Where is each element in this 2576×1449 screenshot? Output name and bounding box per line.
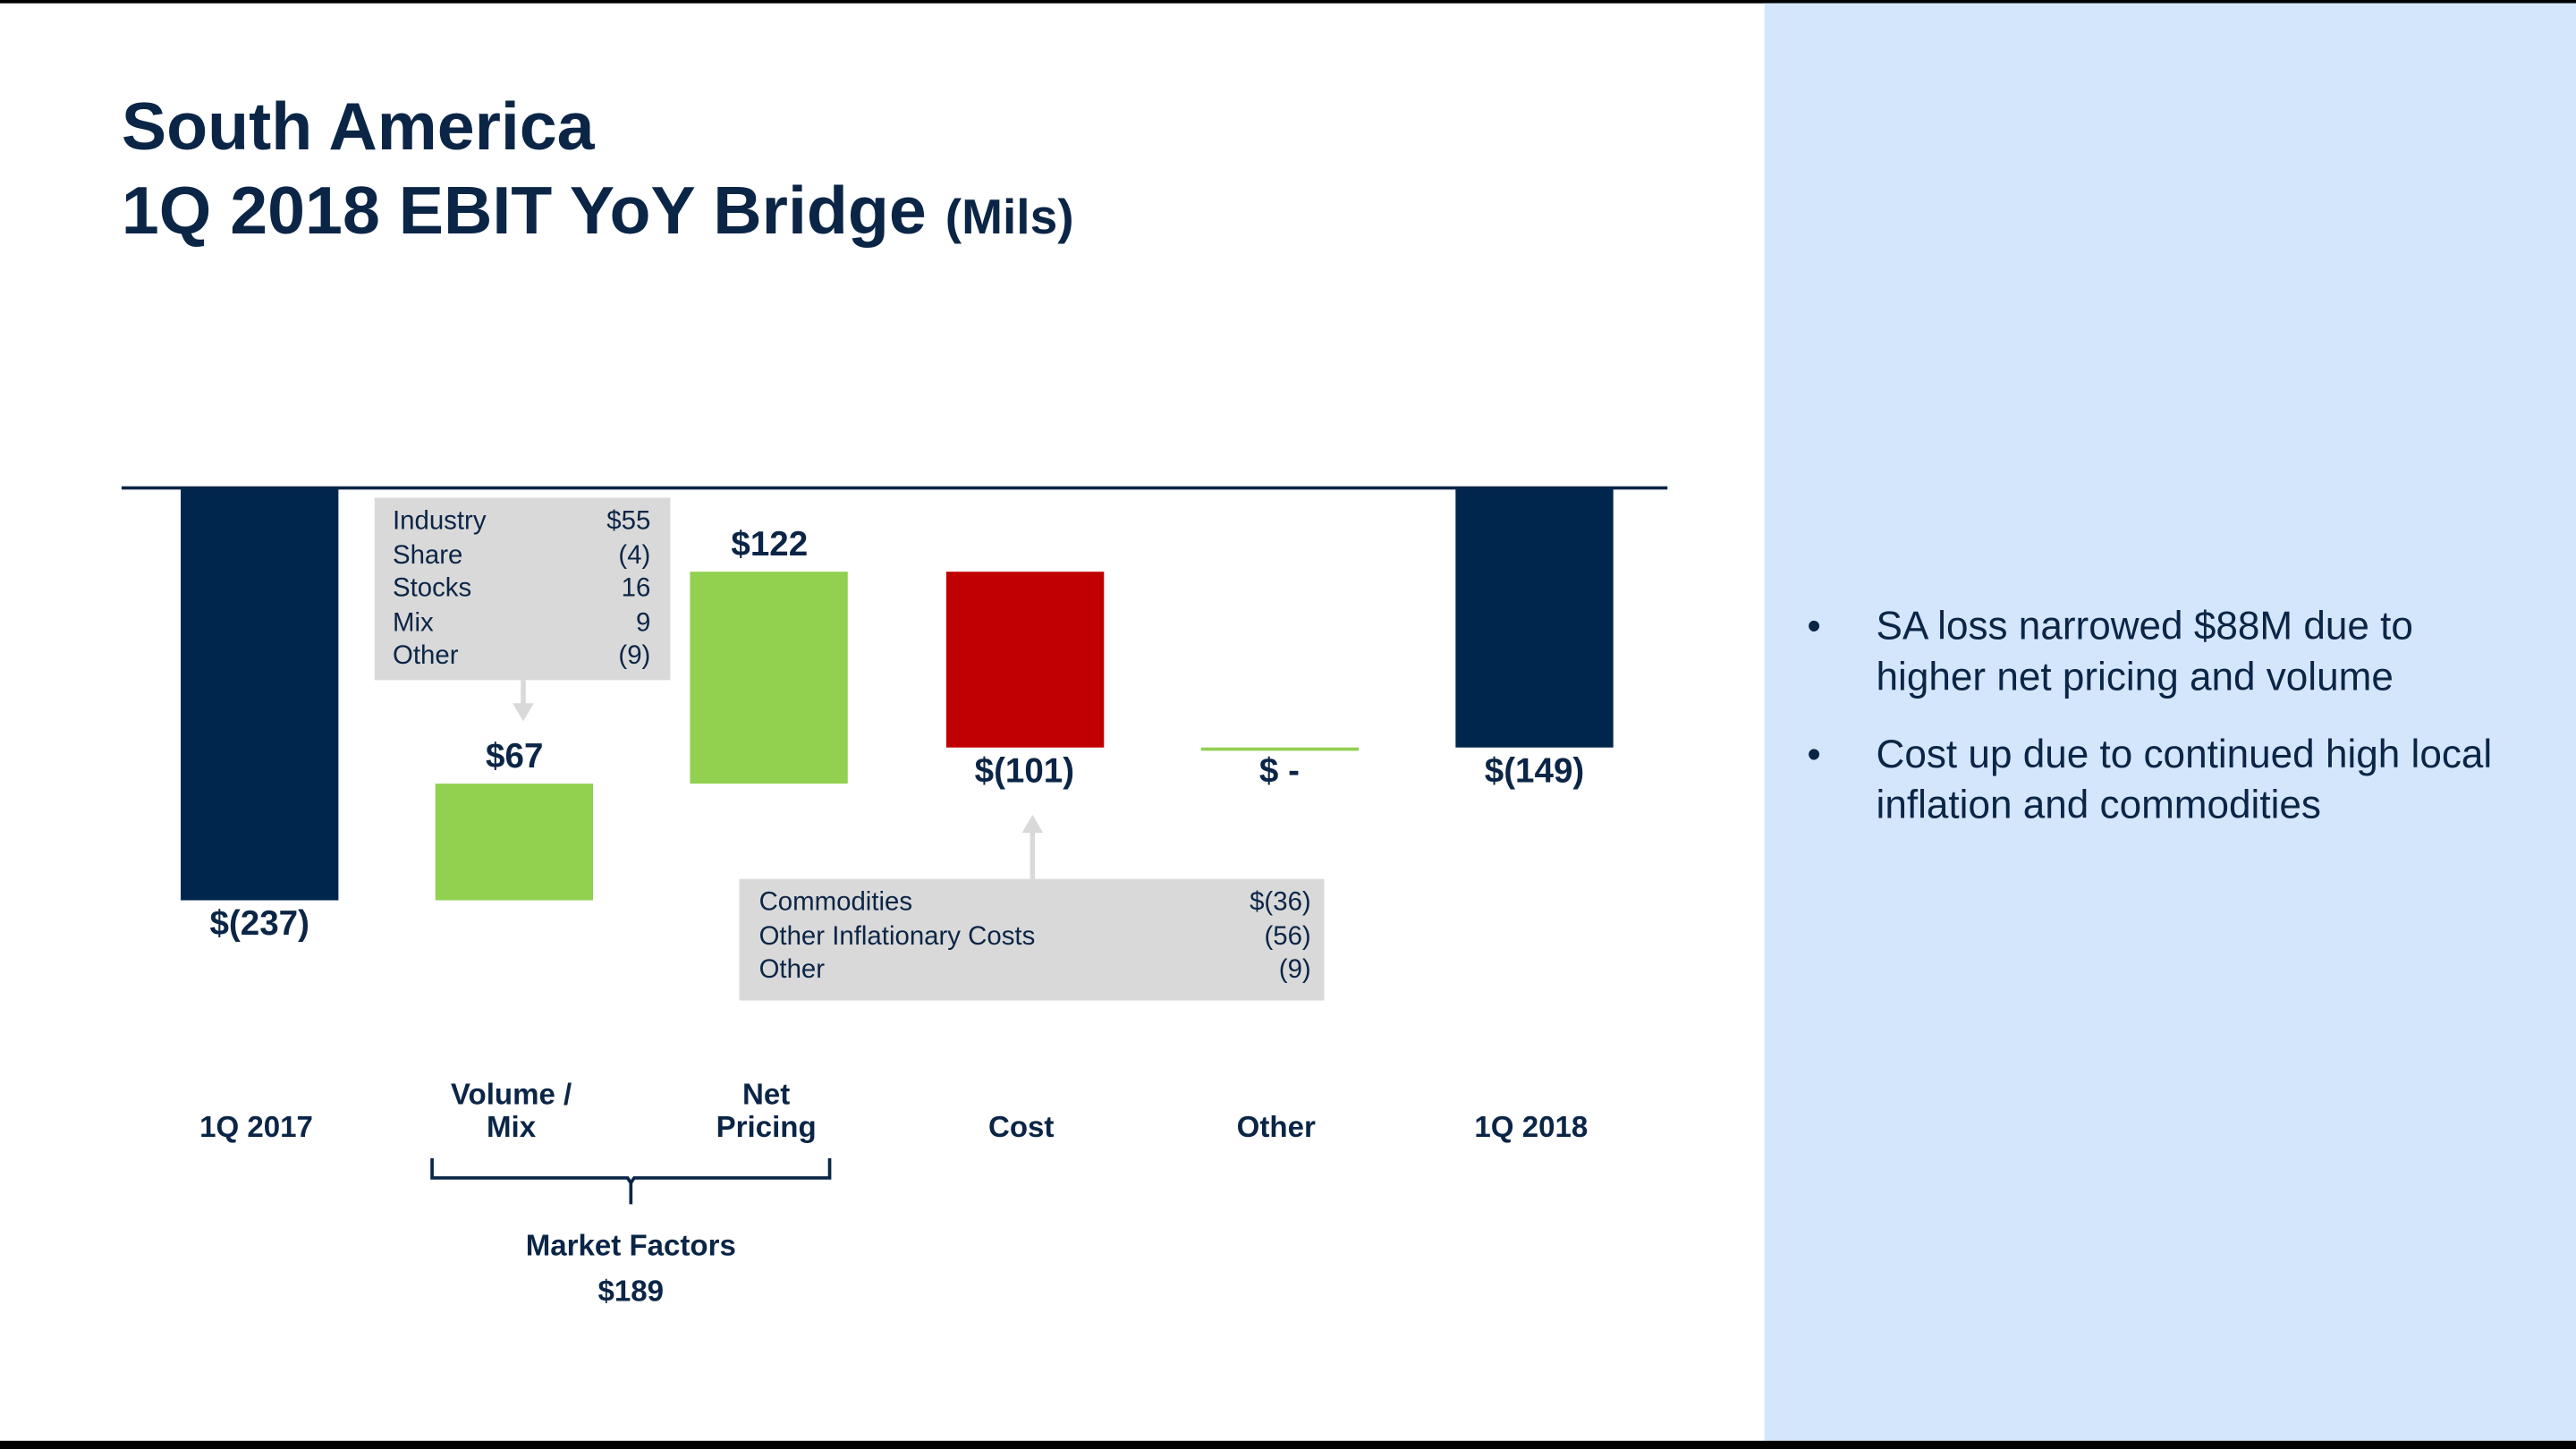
- volume-mix-callout: Industry $55 Share (4) Stocks 16 Mix 9 Other (9): [374, 497, 671, 681]
- waterfall-chart: $(237) 1Q 2017 $67 Volume / Mix $122 Net Pricin…: [121, 486, 1668, 1144]
- category-label: Volume / Mix: [380, 1078, 643, 1143]
- commentary-panel: [1764, 3, 2576, 1441]
- category-label-line: [125, 1078, 388, 1111]
- bar-5: [1455, 487, 1614, 748]
- data-label: $(237): [209, 905, 309, 944]
- callout-label: Industry: [392, 507, 487, 536]
- bullet-text: SA loss narrowed $88M due to higher net …: [1876, 604, 2413, 700]
- category-label-line: 1Q 2018: [1474, 1110, 1589, 1144]
- top-border: [0, 0, 2576, 4]
- arrow-up-icon: [1021, 815, 1044, 834]
- category-label-line: [890, 1078, 1153, 1111]
- callout-label: Other: [758, 956, 826, 985]
- category-label: 1Q 2017: [125, 1078, 388, 1144]
- category-label-line: [1145, 1078, 1408, 1111]
- callout-row: Other (9): [393, 641, 650, 675]
- data-label: $(149): [1484, 751, 1585, 791]
- callout-row: Mix 9: [393, 607, 650, 641]
- callout-label: Other Inflationary Costs: [758, 922, 1036, 951]
- category-label-line: Cost: [987, 1110, 1055, 1144]
- callout-row: Industry $55: [393, 506, 650, 540]
- bullet-list: • SA loss narrowed $88M due to higher net…: [1807, 601, 2529, 858]
- bullet-text: Cost up due to continued high local infl…: [1876, 733, 2493, 828]
- data-label: $67: [486, 737, 544, 775]
- data-label: $122: [731, 525, 809, 564]
- title-line-2: 1Q 2018 EBIT YoY Bridge (Mils): [122, 169, 1074, 259]
- category-label: Other: [1145, 1078, 1408, 1144]
- category-label-line: Other: [1236, 1110, 1316, 1144]
- callout-label: Share: [392, 541, 463, 570]
- bar-2: [691, 571, 849, 784]
- market-factors-bracket: [430, 1157, 832, 1205]
- category-label-line: Net: [741, 1077, 791, 1111]
- title-unit: (Mils): [945, 191, 1074, 245]
- bar-0: [181, 487, 339, 901]
- callout-row: Commodities $(36): [759, 887, 1311, 921]
- category-label-line: Volume /: [450, 1077, 572, 1111]
- arrow-down-icon: [513, 703, 534, 722]
- callout-row: Other (9): [759, 954, 1311, 988]
- market-factors-value: $189: [597, 1275, 665, 1309]
- bullet-item: • SA loss narrowed $88M due to higher net…: [1807, 601, 2529, 703]
- category-label-line: Mix: [486, 1110, 537, 1144]
- title-line-1: South America: [121, 89, 595, 165]
- callout-label: Mix: [392, 609, 434, 638]
- callout-value: 16: [621, 575, 651, 604]
- data-label: $ -: [1258, 751, 1300, 791]
- market-factors-label: Market Factors: [525, 1228, 736, 1262]
- bullet-dot: •: [1807, 604, 1821, 649]
- callout-label: Commodities: [758, 888, 913, 917]
- volume-callout-arrow: [521, 680, 526, 710]
- bar-1: [436, 784, 594, 901]
- cost-callout-arrow: [1030, 829, 1036, 879]
- category-label-line: Pricing: [716, 1110, 817, 1144]
- callout-row: Share (4): [393, 540, 650, 574]
- bullet-item: • Cost up due to continued high local inf…: [1807, 730, 2529, 832]
- callout-value: (9): [1278, 956, 1311, 985]
- callout-value: (56): [1264, 922, 1311, 951]
- category-label: Cost: [890, 1078, 1153, 1144]
- cost-callout: Commodities $(36) Other Inflationary Costs…: [739, 878, 1325, 1001]
- callout-value: $55: [606, 507, 651, 536]
- bottom-border: [0, 1440, 2576, 1449]
- category-label-line: 1Q 2017: [199, 1110, 313, 1144]
- category-label: Net Pricing: [635, 1078, 898, 1143]
- bar-4: [1200, 747, 1359, 751]
- callout-label: Other: [392, 642, 459, 672]
- title-text: 1Q 2018 EBIT YoY Bridge: [121, 172, 927, 249]
- callout-label: Stocks: [392, 575, 472, 604]
- category-label: 1Q 2018: [1400, 1078, 1663, 1144]
- category-label-line: [1400, 1078, 1663, 1111]
- callout-row: Other Inflationary Costs (56): [759, 921, 1311, 955]
- slide-title: South America 1Q 2018 EBIT YoY Bridge (M…: [122, 86, 1074, 260]
- bullet-dot: •: [1807, 733, 1821, 777]
- data-label: $(101): [974, 751, 1075, 791]
- callout-value: $(36): [1250, 888, 1311, 917]
- bar-3: [945, 571, 1104, 748]
- callout-value: 9: [635, 609, 651, 638]
- callout-value: (4): [618, 541, 651, 570]
- callout-row: Stocks 16: [393, 573, 650, 607]
- zero-axis-line: [121, 486, 1668, 490]
- callout-value: (9): [618, 642, 651, 672]
